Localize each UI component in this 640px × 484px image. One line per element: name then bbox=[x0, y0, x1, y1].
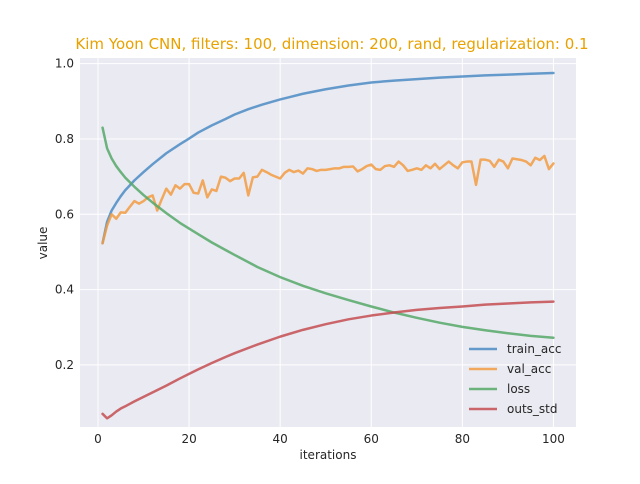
x-tick-label: 100 bbox=[542, 432, 565, 446]
x-tick-label: 0 bbox=[94, 432, 102, 446]
series-line-outs-std bbox=[101, 300, 555, 420]
y-tick-label: 0.2 bbox=[55, 358, 74, 372]
x-tick-label: 80 bbox=[455, 432, 470, 446]
series-lines bbox=[101, 71, 555, 420]
grid bbox=[80, 58, 576, 427]
x-tick-label: 40 bbox=[273, 432, 288, 446]
axis-ticks: 0 20 40 60 80 100 0.2 0.4 0.6 0.8 1.0 bbox=[55, 57, 565, 446]
x-axis-label: iterations bbox=[300, 448, 357, 462]
series-line-val-acc bbox=[101, 154, 555, 245]
y-tick-label: 0.6 bbox=[55, 207, 74, 221]
x-tick-label: 60 bbox=[364, 432, 379, 446]
y-axis-label: value bbox=[36, 227, 50, 260]
plot-area bbox=[80, 58, 576, 427]
legend-label-val-acc: val_acc bbox=[507, 362, 551, 376]
y-tick-label: 1.0 bbox=[55, 57, 74, 71]
y-tick-label: 0.8 bbox=[55, 132, 74, 146]
x-tick-label: 20 bbox=[181, 432, 196, 446]
series-line-train-acc bbox=[101, 71, 555, 245]
y-tick-label: 0.4 bbox=[55, 283, 74, 297]
legend-label-loss: loss bbox=[507, 382, 530, 396]
series-line-loss bbox=[101, 126, 555, 340]
legend-label-outs-std: outs_std bbox=[507, 402, 557, 416]
chart-title: Kim Yoon CNN, filters: 100, dimension: 2… bbox=[75, 35, 588, 53]
legend-label-train-acc: train_acc bbox=[507, 342, 561, 356]
